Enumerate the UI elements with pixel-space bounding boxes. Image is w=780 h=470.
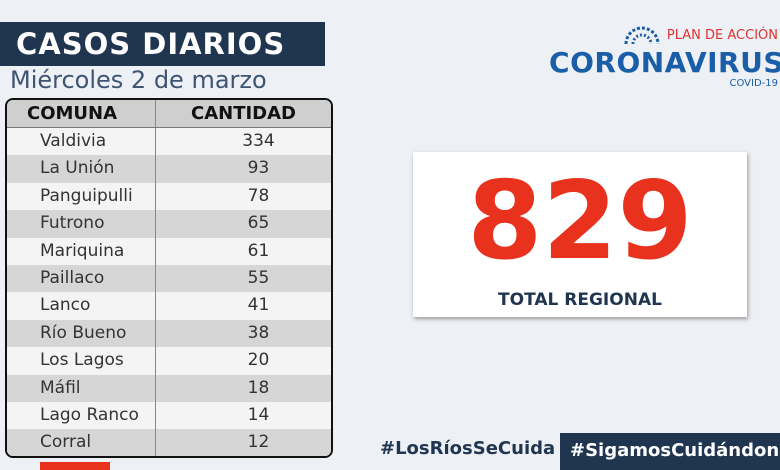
table-header: COMUNA CANTIDAD bbox=[7, 100, 331, 128]
table-row: Valdivia 334 bbox=[7, 128, 331, 156]
title: CASOS DIARIOS bbox=[0, 22, 325, 66]
table-row: La Unión 93 bbox=[7, 155, 331, 183]
accent-bar bbox=[40, 462, 110, 470]
total-value: 829 bbox=[467, 159, 693, 284]
cell-comuna: Futrono bbox=[40, 213, 105, 234]
cell-comuna: Lago Ranco bbox=[40, 405, 139, 425]
table-row: Panguipulli 78 bbox=[7, 182, 331, 211]
cell-count: 55 bbox=[155, 265, 331, 293]
logo-icon bbox=[624, 26, 660, 45]
table-row: Río Bueno 38 bbox=[7, 319, 331, 348]
cell-comuna: Lanco bbox=[40, 295, 91, 316]
logo-plan: PLAN DE ACCIÓN bbox=[666, 28, 778, 43]
logo-name: CORONAVIRUS bbox=[549, 46, 780, 79]
table-row: Mariquina 61 bbox=[7, 237, 331, 265]
hashtag: #LosRíosSeCuida bbox=[380, 438, 556, 459]
date: Miércoles 2 de marzo bbox=[10, 66, 267, 94]
cell-count: 18 bbox=[155, 374, 331, 402]
hashtag-box: #SigamosCuidándonos bbox=[560, 433, 780, 470]
table-row: Lanco 41 bbox=[7, 292, 331, 320]
logo: PLAN DE ACCIÓN CORONAVIRUS COVID-19 bbox=[549, 22, 780, 92]
table: COMUNA CANTIDAD Valdivia 334 La Unión 93 Pangu… bbox=[5, 98, 333, 458]
cell-comuna: Panguipulli bbox=[40, 185, 133, 206]
column-header: CANTIDAD bbox=[155, 100, 331, 127]
cell-count: 20 bbox=[155, 347, 331, 375]
cell-comuna: Máfil bbox=[40, 377, 81, 398]
table-row: Los Lagos 20 bbox=[7, 347, 331, 375]
cell-comuna: Paillaco bbox=[40, 268, 105, 288]
cell-comuna: Corral bbox=[40, 432, 92, 453]
cell-comuna: La Unión bbox=[40, 158, 115, 179]
table-row: Corral 12 bbox=[7, 429, 331, 456]
table-row: Lago Ranco 14 bbox=[7, 402, 331, 430]
cell-count: 334 bbox=[155, 128, 331, 156]
cell-comuna: Mariquina bbox=[40, 240, 125, 261]
total-box: 829 TOTAL REGIONAL bbox=[413, 152, 747, 317]
cell-count: 12 bbox=[155, 429, 331, 456]
cell-comuna: Río Bueno bbox=[40, 322, 127, 343]
hashtag: #SigamosCuidándonos bbox=[570, 440, 780, 461]
cell-count: 93 bbox=[155, 155, 331, 183]
table-row: Futrono 65 bbox=[7, 210, 331, 238]
cell-count: 78 bbox=[155, 182, 331, 211]
cell-count: 61 bbox=[155, 237, 331, 265]
table-row: Paillaco 55 bbox=[7, 265, 331, 293]
cell-count: 41 bbox=[155, 292, 331, 320]
column-header: COMUNA bbox=[27, 103, 118, 124]
logo-sub: COVID-19 bbox=[729, 78, 778, 89]
table-row: Máfil 18 bbox=[7, 374, 331, 402]
cell-comuna: Los Lagos bbox=[40, 350, 124, 371]
cell-count: 38 bbox=[155, 319, 331, 348]
cell-comuna: Valdivia bbox=[40, 131, 107, 151]
cell-count: 65 bbox=[155, 210, 331, 238]
cell-count: 14 bbox=[155, 402, 331, 430]
total-label: TOTAL REGIONAL bbox=[498, 290, 662, 310]
